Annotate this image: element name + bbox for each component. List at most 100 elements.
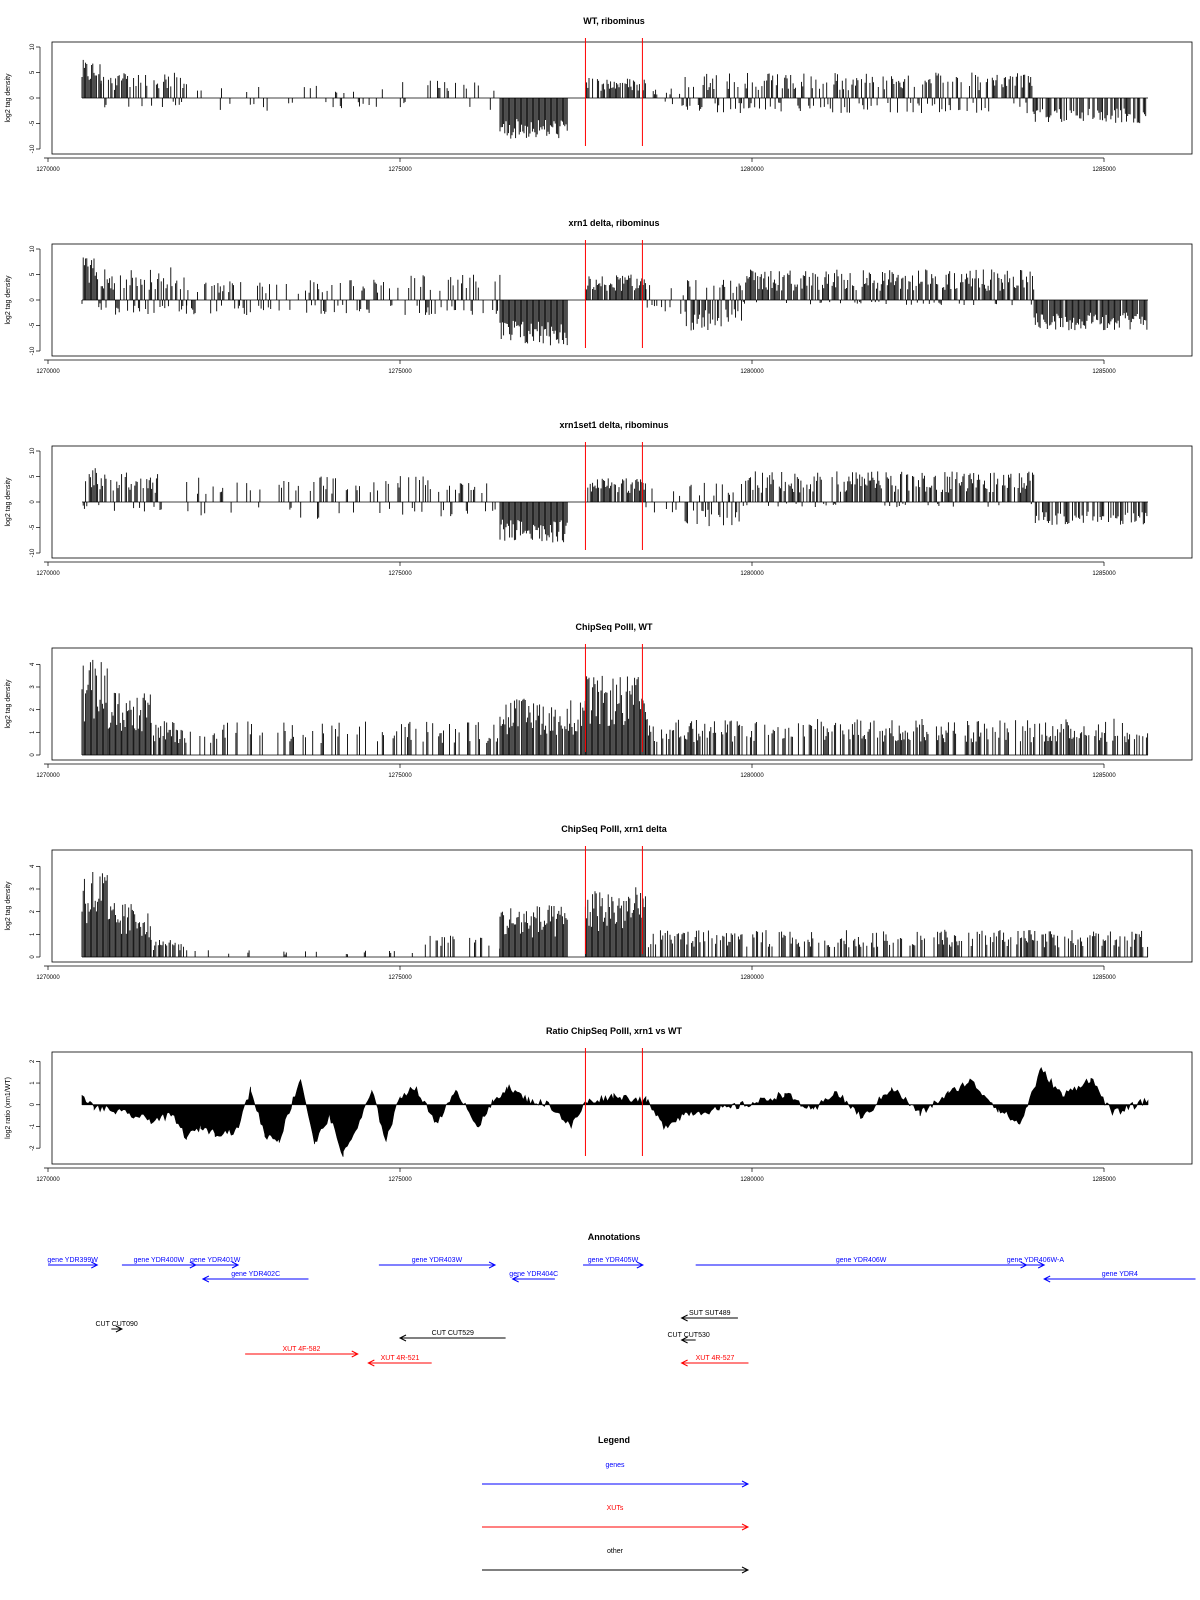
arrowhead-icon — [398, 1334, 407, 1342]
y-tick-label: -1 — [30, 1123, 36, 1129]
plot-frame — [51, 647, 1193, 761]
arrowhead-icon — [511, 1275, 519, 1283]
x-tick-label: 1280000 — [740, 369, 764, 375]
legend-panel: Legend genes XUTs other — [482, 1435, 750, 1574]
y-tick-label: 0 — [30, 298, 36, 302]
y-tick-label: 1 — [30, 730, 36, 734]
y-tick-label: -5 — [30, 524, 36, 530]
arrowhead-icon — [741, 1480, 750, 1488]
legend-label: genes — [605, 1462, 625, 1469]
x-tick-label: 1270000 — [36, 1177, 60, 1183]
x-tick-label: 1280000 — [740, 975, 764, 981]
y-tick-label: 3 — [30, 685, 36, 689]
arrowhead-icon — [680, 1359, 688, 1367]
cut-label: SUT SUT489 — [689, 1310, 731, 1317]
x-tick-label: 1280000 — [740, 167, 764, 173]
x-tick-label: 1270000 — [36, 369, 60, 375]
y-tick-label: 0 — [30, 96, 36, 100]
y-tick-label: 10 — [30, 245, 36, 252]
x-tick-label: 1270000 — [36, 773, 60, 779]
gene-label: gene YDR402C — [231, 1271, 280, 1278]
arrowhead-icon — [1043, 1275, 1051, 1283]
arrowhead-icon — [680, 1336, 688, 1344]
x-tick-label: 1285000 — [1092, 975, 1116, 981]
y-tick-label: 1 — [30, 932, 36, 936]
y-tick-label: -5 — [30, 120, 36, 126]
cut-arrow — [398, 1334, 506, 1342]
arrowhead-icon — [351, 1350, 359, 1358]
y-tick-label: 4 — [30, 662, 36, 666]
legend-label: other — [607, 1548, 624, 1555]
arrowhead-icon — [741, 1523, 750, 1531]
y-tick-label: 1 — [30, 1081, 36, 1085]
arrowhead-icon — [741, 1566, 750, 1574]
y-tick-label: 0 — [30, 753, 36, 757]
y-axis-label: log2 tag density — [5, 275, 12, 325]
ratio-area — [81, 1066, 1149, 1157]
legend-title: Legend — [598, 1435, 630, 1445]
x-tick-label: 1275000 — [388, 773, 412, 779]
y-tick-label: -10 — [30, 144, 36, 153]
chart-title: xrn1 delta, ribominus — [568, 218, 659, 228]
bar-series — [81, 257, 1148, 346]
x-tick-label: 1275000 — [388, 975, 412, 981]
chart-title: WT, ribominus — [583, 16, 645, 26]
annotations-panel: Annotations gene YDR399W gene YDR400W gene … — [47, 1232, 1196, 1367]
x-tick-label: 1270000 — [36, 167, 60, 173]
gene-arrow — [378, 1261, 497, 1269]
y-tick-label: 4 — [30, 864, 36, 868]
y-tick-label: 10 — [30, 43, 36, 50]
gene-label: gene YDR406W — [836, 1257, 887, 1264]
gene-label: gene YDR403W — [412, 1257, 463, 1264]
y-tick-label: 3 — [30, 887, 36, 891]
legend-label: XUTs — [607, 1505, 624, 1512]
xut-label: XUT 4F-582 — [282, 1346, 320, 1353]
x-tick-label: 1270000 — [36, 571, 60, 577]
y-axis-label: log2 tag density — [5, 679, 12, 729]
xut-label: XUT 4R-527 — [696, 1355, 735, 1362]
bar-series — [81, 872, 1149, 957]
legend-arrow — [482, 1480, 750, 1488]
gene-label: gene YDR406W-A — [1007, 1257, 1065, 1264]
chart-panel-5: ChipSeq PolII, xrn1 delta 0 1 2 3 4 log2 tag d… — [5, 824, 1193, 981]
plot-frame — [51, 445, 1193, 559]
arrowhead-icon — [680, 1314, 688, 1322]
arrowhead-icon — [201, 1275, 210, 1283]
annotations-title: Annotations — [588, 1232, 641, 1242]
cut-label: CUT CUT530 — [667, 1332, 709, 1339]
x-tick-label: 1275000 — [388, 167, 412, 173]
arrowhead-icon — [115, 1325, 124, 1333]
cut-arrow — [680, 1336, 696, 1344]
bar-series — [81, 659, 1149, 755]
plot-frame — [51, 243, 1193, 357]
y-tick-label: 10 — [30, 447, 36, 454]
y-tick-label: 0 — [30, 500, 36, 504]
y-tick-label: 5 — [30, 272, 36, 276]
y-tick-label: 5 — [30, 70, 36, 74]
y-tick-label: -2 — [30, 1145, 36, 1151]
y-tick-label: 0 — [30, 955, 36, 959]
y-tick-label: 2 — [30, 707, 36, 711]
bar-series — [82, 468, 1148, 543]
x-tick-label: 1280000 — [740, 1177, 764, 1183]
x-tick-label: 1270000 — [36, 975, 60, 981]
cut-arrow — [680, 1314, 738, 1322]
x-tick-label: 1285000 — [1092, 773, 1116, 779]
gene-label: gene YDR401W — [190, 1257, 241, 1264]
cut-label: CUT CUT090 — [95, 1321, 137, 1328]
y-axis-label: log2 tag density — [5, 881, 12, 931]
gene-arrow — [1043, 1275, 1196, 1283]
x-tick-label: 1285000 — [1092, 369, 1116, 375]
chart-panel-3: xrn1set1 delta, ribominus -10 -5 0 5 10 log2 t… — [5, 420, 1193, 577]
x-tick-label: 1285000 — [1092, 571, 1116, 577]
xut-arrow — [680, 1359, 749, 1367]
x-tick-label: 1275000 — [388, 1177, 412, 1183]
bar-series — [81, 59, 1147, 139]
legend-arrow — [482, 1523, 750, 1531]
y-axis-label: log2 tag density — [5, 73, 12, 123]
gene-arrow — [1026, 1261, 1046, 1269]
gene-arrow — [583, 1261, 644, 1269]
y-tick-label: -5 — [30, 322, 36, 328]
gene-label: gene YDR404C — [509, 1271, 558, 1278]
